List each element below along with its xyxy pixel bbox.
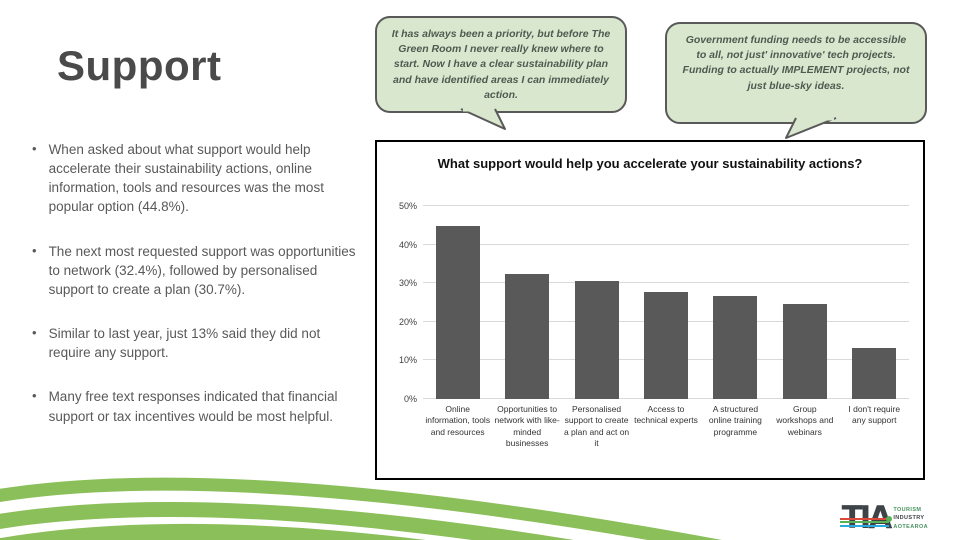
x-axis-labels: Online information, tools and resources … (423, 404, 909, 450)
list-item: • Similar to last year, just 13% said the… (32, 324, 364, 362)
x-axis-label: A structured online training programme (708, 404, 762, 437)
y-axis-tick: 0% (403, 394, 417, 404)
bar-technical-experts (643, 291, 688, 399)
bar-group (423, 206, 909, 399)
bar-opportunities-network (505, 273, 550, 399)
x-axis-label: Personalised support to create a plan an… (563, 404, 630, 449)
x-axis-label: I don't require any support (848, 404, 901, 426)
bar-chart: What support would help you accelerate y… (375, 140, 925, 480)
gridline (423, 205, 909, 206)
y-axis-tick: 40% (398, 239, 417, 250)
bar-online-information (435, 226, 480, 399)
quote-bubble-1-tail (460, 108, 506, 130)
tia-logo-acronym: TIA (839, 503, 893, 534)
bar-no-support (852, 347, 897, 399)
bullet-icon: • (32, 141, 37, 156)
y-axis-tick: 50% (398, 201, 417, 211)
bullet-icon: • (32, 242, 37, 258)
bar-personalised-support (574, 280, 619, 399)
gridline (423, 282, 909, 284)
quote-bubble-1: It has always been a priority, but befor… (375, 16, 627, 113)
quote-bubble-2: Government funding needs to be accessibl… (665, 22, 927, 124)
logo-word: TOURISM (893, 507, 922, 514)
chart-plot-area: 0% 10% 20% 30% 40% 50% (399, 201, 909, 404)
bullet-text: Many free text responses indicated that … (48, 389, 338, 424)
logo-word: INDUSTRY (893, 515, 925, 522)
bar-online-training (713, 295, 758, 399)
list-item: • The next most requested support was opp… (32, 242, 364, 299)
green-dot-icon (886, 516, 893, 522)
green-stripe (839, 521, 890, 524)
y-axis-tick: 30% (398, 278, 417, 289)
red-stripe (839, 518, 890, 520)
logo-word: AOTEAROA (893, 523, 928, 530)
bullet-text: The next most requested support was oppo… (48, 243, 356, 297)
bullet-icon: • (32, 325, 37, 341)
quote-text: It has always been a priority, but befor… (391, 28, 611, 101)
list-item: • Many free text responses indicated that… (32, 387, 364, 425)
quote-text: Government funding needs to be accessibl… (682, 34, 910, 92)
y-axis-tick: 20% (398, 316, 417, 327)
x-axis-label: Access to technical experts (634, 404, 698, 426)
list-item: • When asked about what support would hel… (32, 140, 364, 217)
tia-logo-words: TOURISM INDUSTRY AOTEAROA (893, 506, 928, 531)
bullet-list: • When asked about what support would hel… (32, 140, 364, 451)
wave-decoration (0, 477, 722, 540)
chart-title: What support would help you accelerate y… (437, 156, 863, 171)
tia-logo-stripes (839, 518, 890, 528)
tia-logo: TIA TOURISM INDUSTRY AOTEAROA (839, 503, 928, 534)
bullet-text: Similar to last year, just 13% said they… (48, 326, 321, 361)
x-axis-label: Opportunities to network with like-minde… (494, 404, 560, 449)
gridline (423, 243, 909, 245)
bar-workshops-webinars (782, 304, 827, 399)
y-axis-tick: 10% (398, 355, 417, 366)
blue-stripe (839, 524, 890, 527)
quote-bubble-2-tail (785, 117, 837, 139)
x-axis-label: Online information, tools and resources (425, 404, 491, 437)
x-axis-label: Group workshops and webinars (776, 404, 834, 437)
page-title: Support (57, 42, 222, 89)
bullet-text: When asked about what support would help… (48, 142, 324, 215)
bullet-icon: • (32, 388, 37, 404)
